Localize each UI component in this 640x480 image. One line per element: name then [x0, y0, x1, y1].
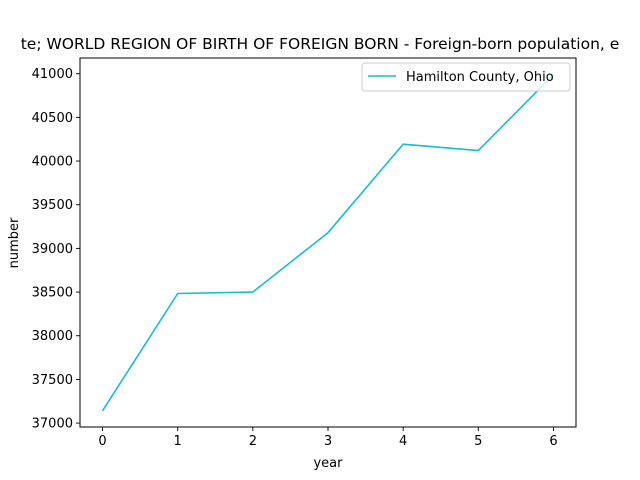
series-line-0 [101, 74, 555, 412]
y-tick-label: 39500 [32, 198, 73, 213]
x-axis-label: year [313, 456, 343, 471]
y-tick-label: 37000 [32, 417, 73, 432]
legend-box [361, 62, 571, 92]
x-tick-label: 3 [324, 434, 332, 449]
x-axis: 0 1 2 3 4 5 6 [98, 427, 558, 449]
legend-label: Hamilton County, Ohio [406, 70, 554, 85]
x-tick-label: 5 [474, 434, 482, 449]
y-tick-label: 39000 [32, 242, 73, 257]
y-tick-label: 40000 [32, 155, 73, 170]
y-tick-label: 38500 [32, 286, 73, 301]
y-tick-label: 37500 [32, 373, 73, 388]
x-tick-label: 6 [549, 434, 557, 449]
x-tick-label: 1 [174, 434, 182, 449]
y-tick-label: 41000 [32, 67, 73, 82]
chart-title: te; WORLD REGION OF BIRTH OF FOREIGN BOR… [21, 35, 620, 53]
plot-area [80, 58, 576, 427]
legend: Hamilton County, Ohio [361, 62, 571, 92]
x-tick-label: 4 [399, 434, 407, 449]
y-tick-label: 38000 [32, 329, 73, 344]
y-axis: 37000 37500 38000 38500 39000 39500 40000 40500… [32, 67, 80, 432]
x-tick-label: 0 [98, 434, 106, 449]
x-tick-label: 2 [249, 434, 257, 449]
y-tick-label: 40500 [32, 111, 73, 126]
y-axis-label: number [7, 217, 22, 268]
series-layer [101, 74, 555, 412]
